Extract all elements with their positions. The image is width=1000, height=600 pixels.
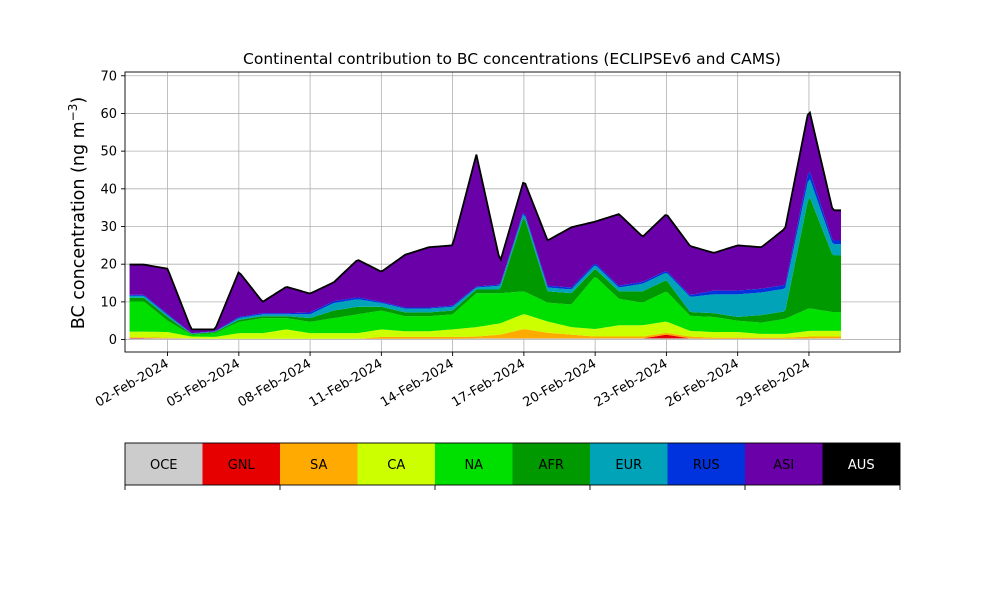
y-tick-label: 10 [100, 295, 117, 310]
colorbar-label: EUR [615, 458, 642, 473]
area-series-asi [129, 112, 842, 334]
y-tick-label: 40 [100, 182, 117, 197]
area-series-oce [129, 338, 842, 340]
total-line [129, 110, 842, 331]
colorbar-swatch-ca [357, 443, 435, 485]
y-tick-label: 60 [100, 107, 117, 122]
plot-frame [124, 71, 901, 353]
y-tick-label: 20 [100, 258, 117, 273]
colorbar-label: AUS [848, 458, 875, 473]
colorbar-label: AFR [539, 458, 564, 473]
colorbar-swatch-na [435, 443, 513, 485]
x-tick-label: 17-Feb-2024 [449, 356, 528, 410]
x-tick-label: 26-Feb-2024 [663, 356, 742, 410]
colorbar-swatch-eur [590, 443, 668, 485]
area-series-gnl [129, 334, 842, 339]
y-tick-label: 70 [100, 69, 117, 84]
x-tick-label: 14-Feb-2024 [378, 356, 457, 410]
colorbar-swatch-aus [822, 443, 900, 485]
y-axis-label: BC concentration (ng m−3) [66, 97, 89, 329]
x-tick-label: 05-Feb-2024 [164, 356, 243, 410]
region-colorbar-legend: OCE GNL SA CA NA AFR EUR RUS ASI AUS [124, 442, 901, 490]
y-tick-label: 50 [100, 145, 117, 160]
x-tick-label: 20-Feb-2024 [521, 356, 600, 410]
x-tick-label: 11-Feb-2024 [307, 356, 386, 410]
colorbar-swatch-sa [280, 443, 358, 485]
colorbar-swatch-afr [512, 443, 590, 485]
x-tick-label: 08-Feb-2024 [236, 356, 315, 410]
area-series-ca [129, 314, 842, 339]
colorbar-label: ASI [773, 458, 794, 473]
colorbar-swatch-rus [667, 443, 745, 485]
colorbar-label: GNL [228, 458, 256, 473]
colorbar-label: NA [464, 458, 483, 473]
colorbar-label: RUS [693, 458, 720, 473]
x-tick-label: 23-Feb-2024 [592, 356, 671, 410]
colorbar-frame [124, 442, 901, 486]
colorbar-label: SA [310, 458, 327, 473]
area-series-na [129, 277, 842, 337]
y-tick-label: 0 [109, 333, 117, 348]
colorbar-label: CA [387, 458, 405, 473]
area-layer [129, 110, 842, 340]
colorbar-label: OCE [150, 458, 178, 473]
colorbar-swatch-oce [125, 443, 203, 485]
y-tick-label: 30 [100, 220, 117, 235]
chart-title: Continental contribution to BC concentra… [243, 50, 781, 68]
area-series-sa [129, 329, 842, 339]
x-tick-label: 02-Feb-2024 [93, 356, 172, 410]
colorbar-swatch-gnl [202, 443, 280, 485]
colorbar-swatch-asi [745, 443, 823, 485]
area-series-afr [129, 197, 842, 335]
x-tick-label: 29-Feb-2024 [734, 356, 813, 410]
